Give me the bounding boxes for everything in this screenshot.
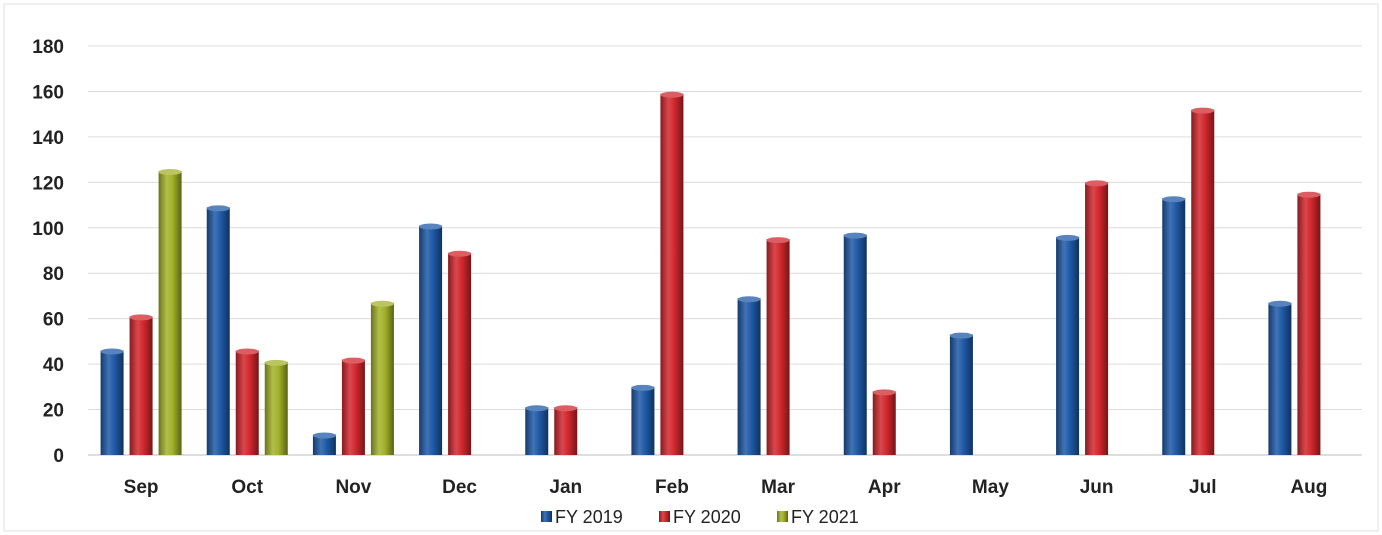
legend-label: FY 2021 (791, 507, 859, 527)
bar-fy-2019-oct (206, 207, 230, 455)
bar-cap (843, 232, 867, 239)
bar-cap (370, 300, 394, 307)
x-tick-label: Nov (335, 477, 371, 498)
y-tick-label: 60 (43, 310, 64, 331)
x-tick-label: Apr (868, 477, 901, 498)
bar-cap (206, 205, 230, 212)
bar-fy-2019-nov (312, 434, 336, 455)
bar-fy-2019-jul (1162, 198, 1186, 455)
bar-cap (631, 384, 655, 391)
bar-cap (660, 91, 684, 98)
bar-fy-2019-apr (843, 234, 867, 455)
bar-fy-2021-oct (264, 361, 288, 455)
legend-swatch (659, 511, 670, 522)
bar-fy-2020-oct (235, 350, 259, 455)
x-tick-label: Mar (761, 477, 795, 498)
y-tick-label: 40 (43, 355, 64, 376)
x-tick-label: Dec (442, 477, 477, 498)
x-tick-label: Jan (549, 477, 582, 498)
chart-border (3, 3, 1379, 532)
bar-cap (158, 168, 182, 175)
bar-cap (1191, 107, 1215, 114)
y-tick-label: 100 (32, 219, 64, 240)
gridlines (88, 45, 1362, 456)
x-tick-label: Jul (1189, 477, 1216, 498)
legend: FY 2019 FY 2020 FY 2021 (541, 507, 859, 527)
legend-item-fy-2020: FY 2020 (659, 507, 741, 527)
y-tick-label: 0 (53, 446, 64, 467)
bar-cap (419, 223, 443, 230)
bar-cap (1085, 180, 1109, 187)
bars (100, 91, 1321, 456)
bar-cap (235, 348, 259, 355)
x-tick-label: Aug (1290, 477, 1327, 498)
x-tick-label: Feb (655, 477, 689, 498)
bar-fy-2020-jun (1085, 182, 1109, 456)
bar-cap (264, 359, 288, 366)
legend-item-fy-2019: FY 2019 (541, 507, 623, 527)
x-tick-label: Oct (231, 477, 263, 498)
x-tick-label: Jun (1080, 477, 1114, 498)
bar-cap (312, 432, 336, 439)
bar-fy-2020-jan (554, 407, 578, 455)
bar-fy-2020-feb (660, 93, 684, 455)
bar-fy-2019-jan (525, 407, 549, 455)
legend-swatch (541, 511, 552, 522)
x-tick-label: May (972, 477, 1009, 498)
bar-cap (100, 348, 124, 355)
bar-fy-2019-feb (631, 386, 655, 455)
legend-label: FY 2020 (673, 507, 741, 527)
bar-cap (525, 405, 549, 412)
bar-cap (737, 296, 761, 303)
bar-cap (1056, 234, 1080, 241)
bar-cap (1297, 191, 1321, 198)
bar-cap (341, 357, 365, 364)
bar-cap (554, 405, 578, 412)
bar-fy-2019-aug (1268, 302, 1292, 455)
bar-cap (1162, 196, 1186, 203)
legend-swatch (777, 511, 788, 522)
legend-label: FY 2019 (555, 507, 623, 527)
bar-cap (766, 237, 790, 244)
bar-fy-2019-jun (1056, 236, 1080, 455)
y-axis-ticks: 0 20 40 60 80 100 120 140 160 180 (32, 37, 64, 467)
legend-item-fy-2021: FY 2021 (777, 507, 859, 527)
bar-fy-2020-sep (129, 316, 153, 455)
bar-fy-2019-dec (419, 225, 443, 455)
bar-fy-2020-jul (1191, 109, 1215, 455)
y-tick-label: 160 (32, 82, 64, 103)
bar-fy-2021-nov (370, 302, 394, 455)
bar-cap (1268, 300, 1292, 307)
bar-cap (872, 389, 896, 396)
y-tick-label: 180 (32, 37, 64, 58)
y-tick-label: 140 (32, 128, 64, 149)
bar-fy-2019-mar (737, 298, 761, 455)
bar-fy-2020-aug (1297, 193, 1321, 455)
bar-cap (129, 314, 153, 321)
bar-fy-2021-sep (158, 170, 182, 455)
y-tick-label: 20 (43, 401, 64, 422)
bar-fy-2019-sep (100, 350, 124, 455)
bar-cap (949, 332, 973, 339)
x-axis: Sep Oct Nov Dec Jan Feb Mar Apr May Jun Jul Aug (124, 477, 1328, 498)
bar-fy-2020-dec (448, 252, 472, 455)
y-tick-label: 120 (32, 173, 64, 194)
x-tick-label: Sep (124, 477, 159, 498)
bar-fy-2020-mar (766, 239, 790, 455)
bar-cap (448, 250, 472, 257)
bar-fy-2020-nov (341, 359, 365, 455)
bar-fy-2020-apr (872, 391, 896, 455)
y-tick-label: 80 (43, 264, 64, 285)
bar-fy-2019-may (949, 334, 973, 455)
